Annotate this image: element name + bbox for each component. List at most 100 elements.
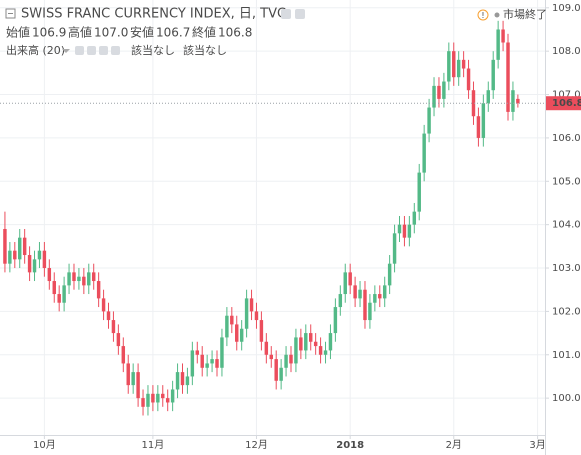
candle-body <box>96 281 101 299</box>
candle-body <box>358 289 362 299</box>
candle-body <box>180 372 185 386</box>
candle-body <box>254 311 259 321</box>
candle-body <box>22 237 27 256</box>
y-tick-label: 106.0 <box>552 133 581 144</box>
market-status: 市場終了 <box>503 7 547 21</box>
candle-body <box>304 333 308 351</box>
candle-body <box>82 276 86 286</box>
candle-body <box>200 354 204 368</box>
candle-body <box>151 393 155 403</box>
candle-body <box>195 350 200 355</box>
y-tick-label: 105.0 <box>552 176 581 187</box>
candle-body <box>373 294 377 303</box>
candle-body <box>210 359 214 364</box>
candle-body <box>382 285 387 299</box>
candle-body <box>106 311 111 321</box>
candle-body <box>338 294 343 308</box>
candle-body <box>486 90 491 104</box>
candle-body <box>496 29 500 60</box>
candle-body <box>165 398 170 403</box>
candle-body <box>516 98 520 104</box>
candle-body <box>220 337 224 368</box>
candle-body <box>427 107 431 134</box>
candle-body <box>131 372 135 386</box>
candle-body <box>353 285 357 299</box>
candle-body <box>126 363 130 386</box>
candle-body <box>447 51 451 82</box>
y-tick-label: 104.0 <box>552 220 581 231</box>
candle-body <box>308 333 313 342</box>
candle-body <box>432 85 436 108</box>
candle-body <box>67 272 71 286</box>
collapse-button[interactable] <box>5 8 16 19</box>
candle-body <box>136 372 140 399</box>
x-tick-label: 2月 <box>446 439 462 451</box>
candle-body <box>190 350 195 377</box>
ohlc-value: 106.8 <box>218 26 252 40</box>
candle-body <box>3 228 7 264</box>
candle-body <box>471 90 476 117</box>
candle-body <box>215 359 219 368</box>
candle-body <box>442 81 446 99</box>
chart-title: SWISS FRANC CURRENCY INDEX, 日, TVC <box>21 7 286 22</box>
candle-body <box>466 68 471 91</box>
volume-button-3[interactable] <box>99 46 108 55</box>
candle-body <box>72 272 76 282</box>
volume-button-1[interactable] <box>75 46 84 55</box>
candle-body <box>392 233 397 264</box>
candle-body <box>205 363 209 368</box>
candle-body <box>456 59 461 78</box>
candle-body <box>259 320 264 342</box>
candle-body <box>294 337 298 364</box>
y-tick-label: 107.0 <box>552 90 581 101</box>
candle-body <box>170 389 175 403</box>
candle-body <box>47 268 52 282</box>
ohlc-value: 107.0 <box>94 26 128 40</box>
candle-body <box>146 393 150 407</box>
ohlc-label: 高値 <box>68 25 92 40</box>
candle-body <box>279 367 283 381</box>
candle-body <box>422 133 426 173</box>
candles <box>0 20 545 416</box>
ohlc-value: 106.7 <box>156 26 190 40</box>
candle-body <box>318 346 323 355</box>
candle-body <box>249 298 254 312</box>
candle-body <box>52 281 56 295</box>
candle-body <box>506 42 510 112</box>
volume-dropdown[interactable] <box>62 49 70 53</box>
y-tick-label: 108.0 <box>552 46 581 57</box>
candle-body <box>101 298 106 312</box>
y-tick-label: 100.0 <box>552 393 581 404</box>
candle-body <box>185 376 190 386</box>
candle-body <box>299 337 303 351</box>
settings-button[interactable] <box>281 9 291 19</box>
candle-body <box>156 393 160 403</box>
candle-body <box>437 85 441 99</box>
alert-icon[interactable] <box>477 9 489 21</box>
volume-button-4[interactable] <box>111 46 120 55</box>
candle-body <box>274 359 278 381</box>
candle-body <box>111 320 116 334</box>
candle-body <box>363 289 367 321</box>
candle-body <box>461 59 466 69</box>
candle-body <box>313 341 318 347</box>
candle-body <box>452 51 456 78</box>
candle-body <box>244 298 249 329</box>
volume-button-2[interactable] <box>87 46 96 55</box>
candle-body <box>161 393 165 399</box>
candle-body <box>141 398 145 407</box>
candle-body <box>91 272 96 282</box>
candle-body <box>87 272 91 286</box>
candle-body <box>230 315 234 325</box>
x-tick-label: 10月 <box>33 439 56 451</box>
status-dot <box>494 12 500 18</box>
candle-body <box>284 354 288 368</box>
candle-body <box>328 333 333 351</box>
candle-body <box>348 272 352 286</box>
hide-button[interactable] <box>295 9 305 19</box>
candle-body <box>62 285 66 303</box>
x-tick-label: 12月 <box>245 439 268 451</box>
